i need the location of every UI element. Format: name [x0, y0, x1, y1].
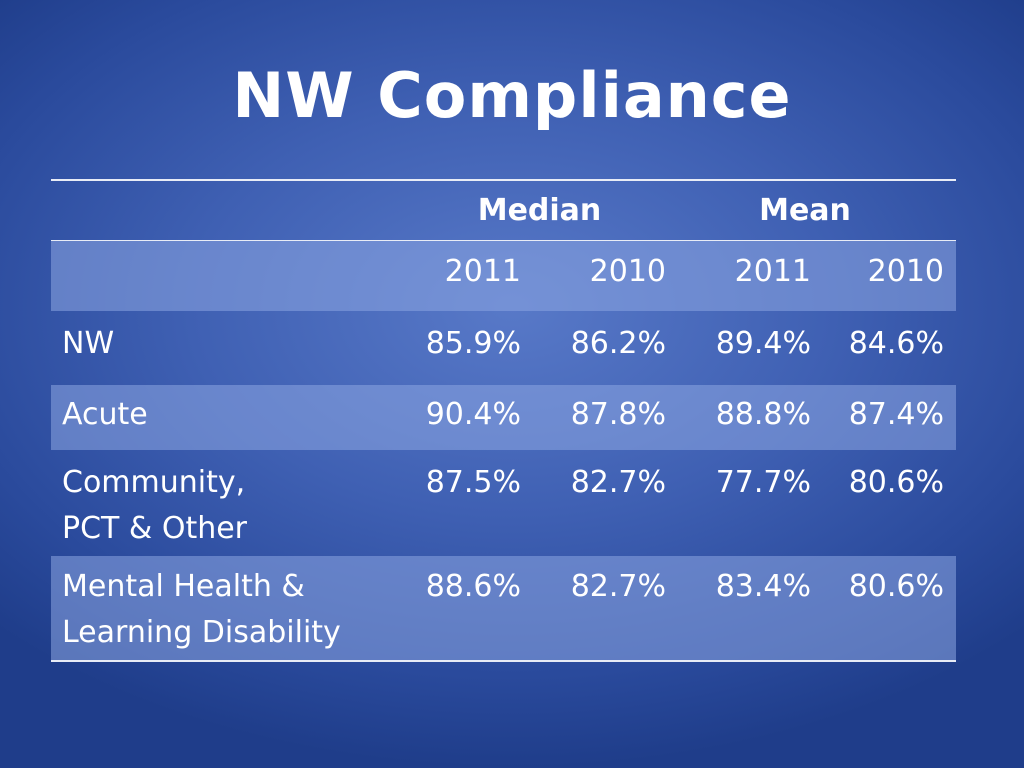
value-median-2010: 87.8%	[570, 397, 666, 432]
row-label: Community, PCT & Other	[51, 460, 413, 556]
table-row: Community, PCT & Other 87.5% 82.7% 77.7%…	[51, 450, 956, 556]
value-mean-2011: 88.8%	[715, 397, 811, 432]
median-group-header: Median	[477, 193, 602, 228]
row-label: Mental Health & Learning Disability	[51, 564, 413, 660]
row-label-line1: Community,	[62, 465, 246, 500]
value-mean-2010: 80.6%	[848, 569, 944, 604]
year-header-row: 2011 2010 2011 2010	[51, 241, 956, 311]
row-label-line1: NW	[62, 326, 115, 361]
group-header-row: Median Mean	[51, 181, 956, 240]
value-median-2010: 86.2%	[570, 326, 666, 361]
table-top-rule	[51, 179, 956, 181]
value-mean-2011: 83.4%	[715, 569, 811, 604]
year-header-mean-2011: 2011	[734, 254, 811, 289]
table-row: NW 85.9% 86.2% 89.4% 84.6%	[51, 311, 956, 385]
value-mean-2010: 84.6%	[848, 326, 944, 361]
table-bottom-rule	[51, 660, 956, 662]
row-label-header	[51, 249, 413, 311]
slide-title: NW Compliance	[232, 59, 792, 132]
row-label-line2: PCT & Other	[62, 511, 248, 546]
value-median-2011: 88.6%	[425, 569, 521, 604]
row-label-line2: Learning Disability	[62, 615, 341, 650]
year-header-median-2011: 2011	[444, 254, 521, 289]
table-row: Mental Health & Learning Disability 88.6…	[51, 556, 956, 660]
row-label: NW	[51, 321, 413, 385]
row-label-line1: Acute	[62, 397, 148, 432]
value-median-2010: 82.7%	[570, 569, 666, 604]
row-label-line1: Mental Health &	[62, 569, 305, 604]
value-median-2010: 82.7%	[570, 465, 666, 500]
header-rule	[51, 240, 956, 241]
year-header-median-2010: 2010	[589, 254, 666, 289]
compliance-table: Median Mean 2011 2010 2011 2010 NW 85.9%…	[51, 179, 956, 662]
value-median-2011: 87.5%	[425, 465, 521, 500]
value-mean-2010: 80.6%	[848, 465, 944, 500]
value-mean-2011: 77.7%	[715, 465, 811, 500]
year-header-mean-2010: 2010	[867, 254, 944, 289]
value-mean-2010: 87.4%	[848, 397, 944, 432]
value-median-2011: 90.4%	[425, 397, 521, 432]
value-median-2011: 85.9%	[425, 326, 521, 361]
value-mean-2011: 89.4%	[715, 326, 811, 361]
mean-group-header: Mean	[759, 193, 851, 228]
row-label: Acute	[51, 392, 413, 450]
table-row: Acute 90.4% 87.8% 88.8% 87.4%	[51, 385, 956, 450]
